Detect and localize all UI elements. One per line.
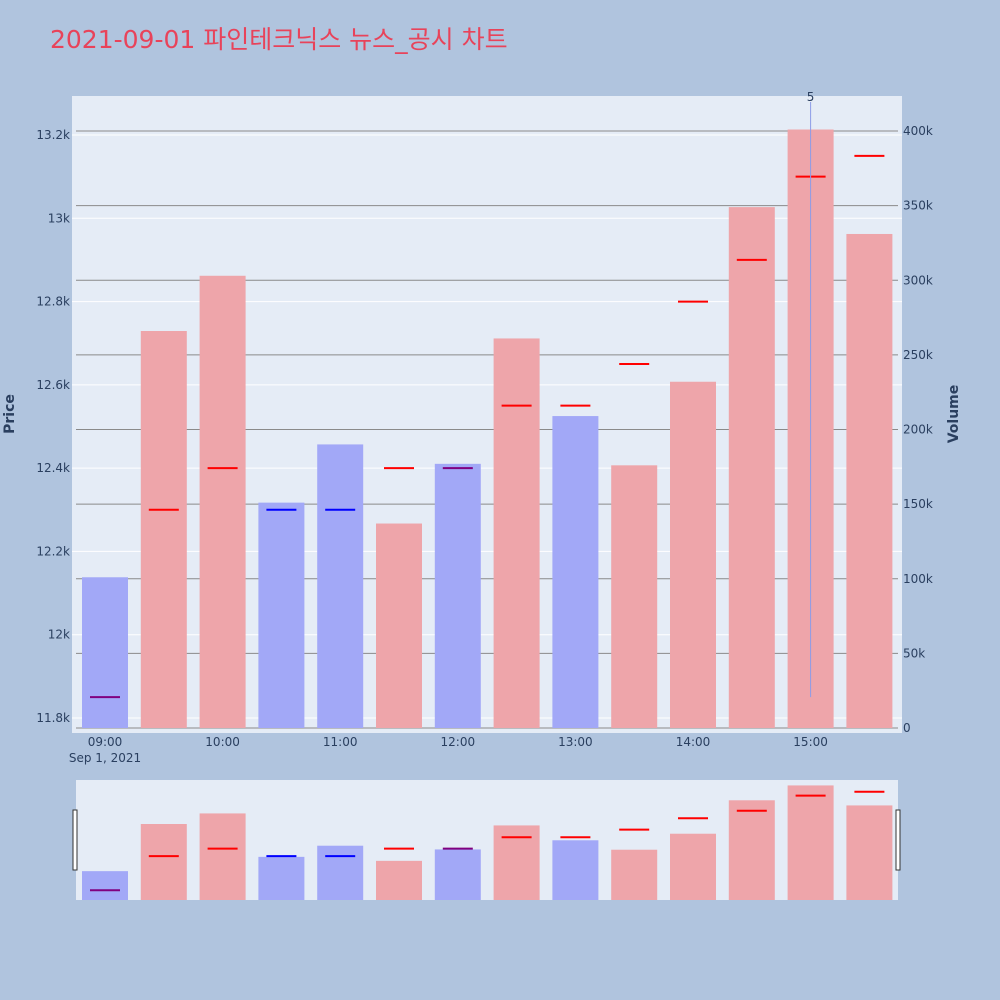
volume-bar — [317, 444, 364, 728]
volume-tick-label: 400k — [903, 124, 933, 138]
annotation: 5 — [807, 90, 815, 698]
range-slider-bar — [140, 824, 187, 900]
range-slider-left-handle[interactable] — [72, 809, 78, 871]
time-tick-label: 10:00 — [205, 735, 240, 749]
volume-bar — [258, 502, 305, 728]
plot-background — [72, 96, 902, 733]
volume-axis: 0 50k 100k 150k 200k 250k 300k 350k 400k — [903, 124, 933, 735]
range-slider-bar — [670, 833, 716, 900]
range-slider-bar — [317, 845, 364, 900]
y-axis-right-title: Volume — [946, 385, 962, 444]
time-tick-label: 11:00 — [323, 735, 358, 749]
price-markers — [90, 154, 885, 699]
range-slider-price-markers — [90, 790, 885, 892]
range-slider-bar — [82, 871, 128, 900]
price-tick-label: 11.8k — [36, 711, 70, 725]
time-tick-label: 13:00 — [558, 735, 593, 749]
price-tick-label: 13k — [48, 211, 70, 225]
volume-bar — [846, 233, 893, 729]
volume-tick-label: 0 — [903, 721, 911, 735]
y-axis-left-title: Price — [2, 394, 18, 434]
volume-bar — [611, 465, 658, 728]
volume-bar — [728, 207, 775, 728]
range-slider-bar — [846, 805, 893, 900]
range-slider-bar — [199, 813, 246, 900]
price-tick-label: 13.2k — [36, 128, 70, 142]
price-tick-label: 12.8k — [36, 295, 70, 309]
volume-tick-label: 50k — [903, 646, 925, 660]
volume-bar — [376, 523, 422, 728]
time-tick-label: 12:00 — [441, 735, 476, 749]
volume-tick-label: 200k — [903, 423, 933, 437]
price-tick-label: 12.2k — [36, 544, 70, 558]
time-axis: 09:00 10:00 11:00 12:00 13:00 14:00 15:00 — [88, 735, 828, 749]
range-slider-right-handle[interactable] — [895, 809, 901, 871]
volume-bar — [140, 330, 187, 728]
volume-tick-label: 350k — [903, 199, 933, 213]
volume-tick-label: 100k — [903, 572, 933, 586]
price-tick-label: 12.4k — [36, 461, 70, 475]
annotation-label: 5 — [807, 90, 815, 104]
volume-tick-label: 300k — [903, 273, 933, 287]
price-axis: 11.8k 12k 12.2k 12.4k 12.6k 12.8k 13k 13.2k — [36, 128, 70, 725]
range-slider-bar — [258, 856, 305, 900]
time-tick-label: 14:00 — [676, 735, 711, 749]
range-slider-bar — [611, 849, 658, 900]
x-axis-date-label: Sep 1, 2021 — [69, 751, 141, 765]
price-tick-label: 12.6k — [36, 378, 70, 392]
volume-tick-label: 250k — [903, 348, 933, 362]
volume-bar — [199, 275, 246, 728]
range-slider-bar — [552, 840, 599, 900]
price-tick-label: 12k — [48, 628, 70, 642]
volume-bar — [670, 381, 716, 728]
range-slider-bar — [376, 860, 422, 900]
time-tick-label: 09:00 — [88, 735, 123, 749]
volume-bar — [82, 577, 128, 728]
volume-bar — [434, 463, 481, 728]
chart-title: 2021-09-01 파인테크닉스 뉴스_공시 차트 — [50, 25, 508, 54]
volume-tick-label: 150k — [903, 497, 933, 511]
range-slider-bars — [82, 785, 893, 900]
range-slider-bar — [787, 785, 834, 900]
range-slider-bar — [434, 849, 481, 900]
volume-bars — [82, 129, 893, 729]
volume-bar — [493, 338, 540, 728]
volume-bar — [552, 416, 599, 728]
time-tick-label: 15:00 — [793, 735, 828, 749]
range-slider-bar — [728, 800, 775, 900]
